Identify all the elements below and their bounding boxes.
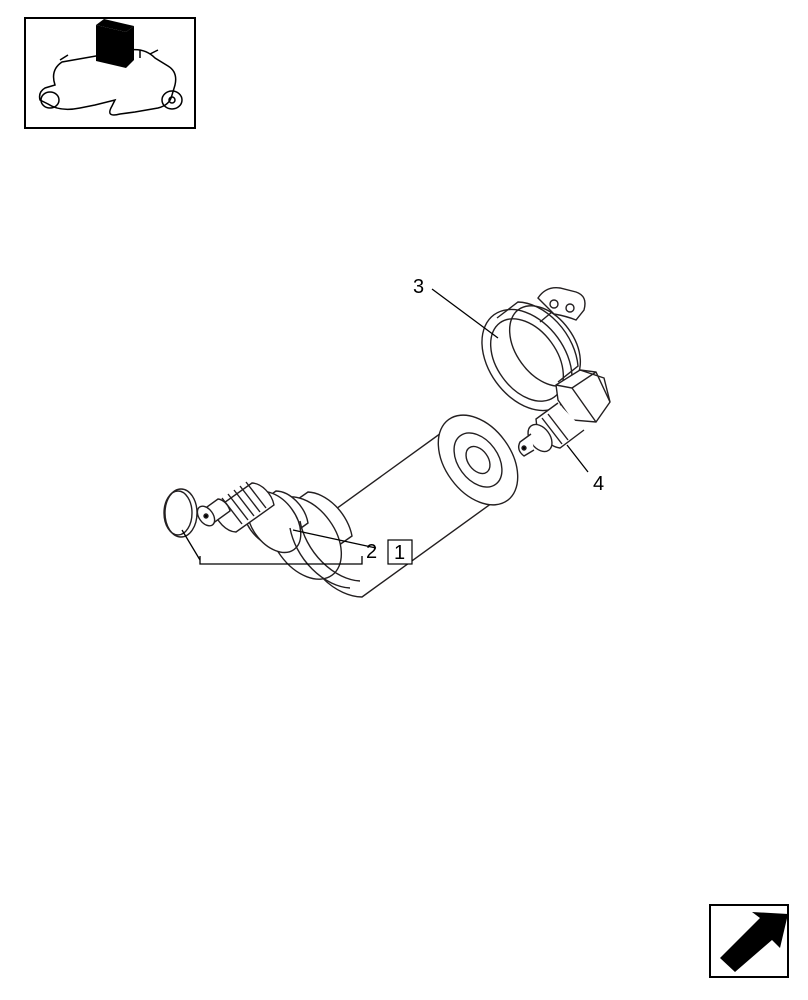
main-assembly: [164, 288, 610, 597]
part-cylinder: [194, 400, 534, 597]
part-seal-ring: [164, 489, 197, 537]
parts-diagram: 3 4 2 1: [0, 0, 808, 1000]
context-highlight: [96, 25, 126, 68]
callout-4: 4: [593, 473, 604, 495]
context-icon: [25, 18, 195, 128]
nav-next-icon[interactable]: [710, 905, 788, 977]
callout-2-subref: 1: [394, 542, 405, 564]
callout-3: 3: [413, 276, 424, 298]
callout-2: 2: [366, 541, 377, 563]
